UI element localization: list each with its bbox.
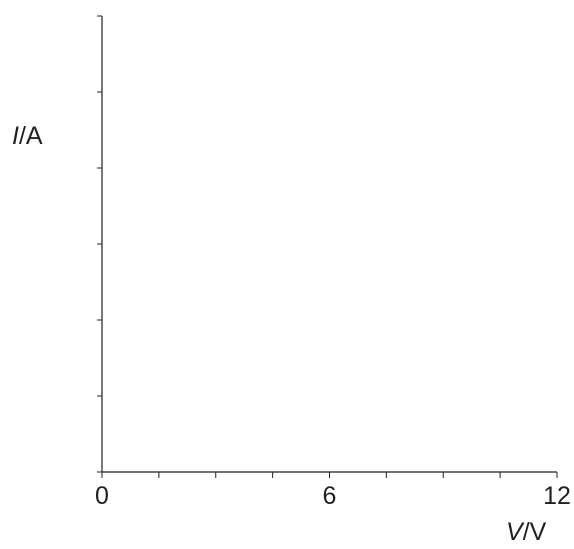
y-axis-unit: A [26,122,43,150]
x-axis-title: V/V [506,518,547,546]
x-axis: 0 6 12 V/V [95,471,571,546]
x-tick-label: 6 [323,482,337,510]
x-axis-symbol: V [506,518,525,546]
y-axis-symbol: I [12,122,19,150]
x-ticks [101,472,558,478]
y-ticks [97,15,102,473]
y-axis-separator: / [19,122,26,150]
x-tick-labels: 0 6 12 [95,482,571,510]
x-axis-separator: / [523,518,530,546]
x-tick-label: 12 [543,482,571,510]
y-axis-title: I/A [12,122,43,150]
x-axis-unit: V [530,518,547,546]
y-axis: I/A [12,15,103,473]
x-tick-label: 0 [95,482,109,510]
